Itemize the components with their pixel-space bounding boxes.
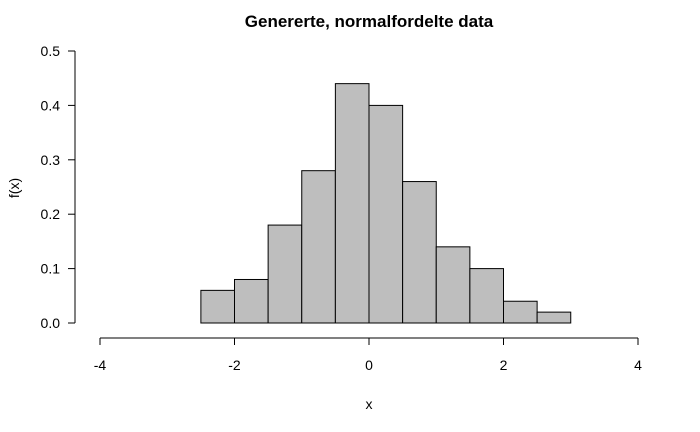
histogram-bar-1	[234, 278, 269, 324]
y-tick-label-0: 0.0	[41, 315, 61, 331]
y-tick-label-5: 0.5	[41, 43, 61, 59]
histogram-bar-6	[402, 181, 437, 324]
histogram-bar-7	[435, 246, 471, 324]
histogram-bar-4	[334, 83, 370, 324]
histogram-bar-9	[503, 300, 538, 324]
x-tick-label-3: 2	[500, 357, 508, 373]
histogram-bar-2	[267, 224, 303, 324]
x-tick-label-4: 4	[634, 357, 642, 373]
bars-group	[200, 83, 572, 324]
y-tick-label-1: 0.1	[41, 261, 61, 277]
y-tick-label-3: 0.3	[41, 152, 61, 168]
histogram-bar-8	[469, 268, 504, 324]
histogram-bar-10	[536, 311, 572, 324]
y-tick-label-2: 0.2	[41, 206, 61, 222]
x-axis: -4 -2 0 2 4	[94, 337, 642, 373]
y-axis-label: f(x)	[6, 178, 22, 198]
y-tick-label-4: 0.4	[41, 97, 61, 113]
chart-title: Genererte, normalfordelte data	[245, 12, 494, 31]
x-tick-label-1: -2	[228, 357, 241, 373]
x-tick-label-2: 0	[365, 357, 373, 373]
y-axis: 0.0 0.1 0.2 0.3 0.4 0.5	[41, 43, 76, 331]
histogram-bar-0	[200, 289, 235, 324]
histogram-bar-5	[368, 104, 404, 324]
x-tick-label-0: -4	[94, 357, 107, 373]
x-axis-label: x	[366, 396, 373, 412]
histogram-bar-3	[301, 170, 336, 324]
